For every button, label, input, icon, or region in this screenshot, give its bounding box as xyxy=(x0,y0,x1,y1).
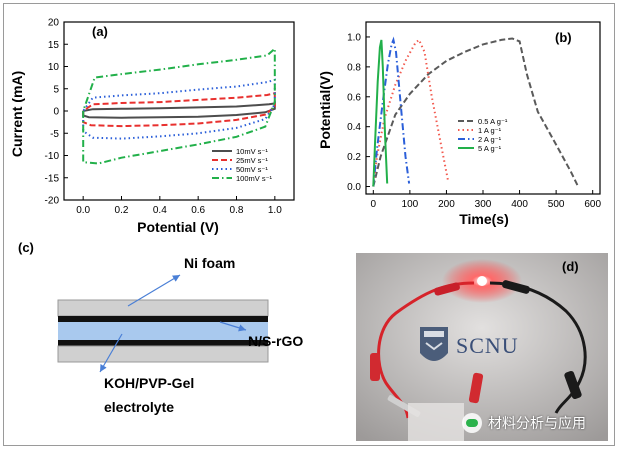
series-line-3 xyxy=(82,46,276,165)
y-tick-label: 1.0 xyxy=(347,32,361,43)
series-line-1 xyxy=(372,38,450,187)
red-clip-bottom xyxy=(468,372,484,404)
chart-b-xlabel: Time(s) xyxy=(459,211,509,227)
arrow-n-s-rgo xyxy=(219,321,247,332)
y-tick-label: -20 xyxy=(45,196,60,207)
chart-a-xlabel: Potential (V) xyxy=(137,219,219,235)
arrow-electrolyte xyxy=(99,333,123,373)
legend-label-2: 50mV s⁻¹ xyxy=(236,165,268,174)
label-electrolyte-line1: KOH/PVP-Gel xyxy=(104,375,194,391)
scnu-logo-text: SCNU xyxy=(456,333,519,358)
chart-a-ylabel: Current (mA) xyxy=(9,71,25,157)
legend-label-2: 2 A g⁻¹ xyxy=(478,135,502,144)
x-tick-label: 300 xyxy=(475,199,492,210)
y-tick-label: 0.4 xyxy=(347,122,361,133)
legend-label-0: 0.5 A g⁻¹ xyxy=(478,117,508,126)
x-tick-label: 0 xyxy=(371,199,377,210)
x-tick-label: 0.6 xyxy=(191,205,205,216)
label-electrolyte-line2: electrolyte xyxy=(104,399,174,415)
series-line-0 xyxy=(372,37,579,187)
x-tick-label: 0.4 xyxy=(153,205,167,216)
y-tick-label: 5 xyxy=(53,84,59,95)
series-line-2 xyxy=(372,36,411,187)
n-s-rgo-top-layer xyxy=(58,316,268,322)
chart-b-ylabel: Potential(V) xyxy=(317,71,333,149)
panel-label-c: (c) xyxy=(18,240,34,255)
legend-label-3: 5 A g⁻¹ xyxy=(478,144,502,153)
ni-foam-bottom-layer xyxy=(57,345,269,363)
series-line-3 xyxy=(372,39,389,187)
legend-label-1: 25mV s⁻¹ xyxy=(236,156,268,165)
x-tick-label: 0.2 xyxy=(115,205,129,216)
red-clip-top xyxy=(434,282,460,296)
x-tick-label: 1.0 xyxy=(268,205,282,216)
y-tick-label: 20 xyxy=(48,18,60,29)
x-tick-label: 0.8 xyxy=(230,205,244,216)
y-tick-label: 0.0 xyxy=(347,182,361,193)
y-tick-label: 15 xyxy=(48,40,60,51)
n-s-rgo-bottom-layer xyxy=(58,340,268,346)
y-tick-label: 0.6 xyxy=(347,92,361,103)
y-tick-label: -5 xyxy=(50,129,59,140)
label-n-s-rgo: N/S-rGO xyxy=(248,333,303,349)
x-tick-label: 0.0 xyxy=(76,205,90,216)
black-clip-right xyxy=(564,370,582,400)
arrow-ni-foam xyxy=(127,274,181,307)
series-line-0 xyxy=(82,102,276,119)
series-line-2 xyxy=(82,78,276,140)
watermark-text: 材料分析与应用 xyxy=(488,416,586,432)
device-stand xyxy=(408,403,464,441)
led-bulb xyxy=(477,276,487,286)
legend-label-0: 10mV s⁻¹ xyxy=(236,147,268,156)
legend-label-1: 1 A g⁻¹ xyxy=(478,126,502,135)
panel-label-d: (d) xyxy=(562,259,579,274)
y-tick-label: 0.2 xyxy=(347,152,361,163)
x-tick-label: 100 xyxy=(402,199,419,210)
wechat-icon xyxy=(462,413,482,433)
y-tick-label: 0 xyxy=(53,107,59,118)
x-tick-label: 500 xyxy=(548,199,565,210)
watermark: 材料分析与应用 xyxy=(462,411,612,435)
panel-label-b: (b) xyxy=(555,30,572,45)
gel-electrolyte-layer xyxy=(58,322,268,340)
legend-label-3: 100mV s⁻¹ xyxy=(236,174,273,183)
ni-foam-top-layer xyxy=(57,299,269,317)
panel-label-a: (a) xyxy=(92,24,108,39)
black-clip-top xyxy=(502,280,530,294)
y-tick-label: 0.8 xyxy=(347,62,361,73)
y-tick-label: -10 xyxy=(45,151,60,162)
x-tick-label: 400 xyxy=(511,199,528,210)
x-tick-label: 600 xyxy=(584,199,601,210)
y-tick-label: 10 xyxy=(48,62,60,73)
red-clip-left xyxy=(370,353,380,381)
x-tick-label: 200 xyxy=(438,199,455,210)
y-tick-label: -15 xyxy=(45,173,60,184)
label-ni-foam: Ni foam xyxy=(184,255,235,271)
device-photo: SCNU (d) xyxy=(356,253,608,441)
series-line-1 xyxy=(82,91,276,128)
